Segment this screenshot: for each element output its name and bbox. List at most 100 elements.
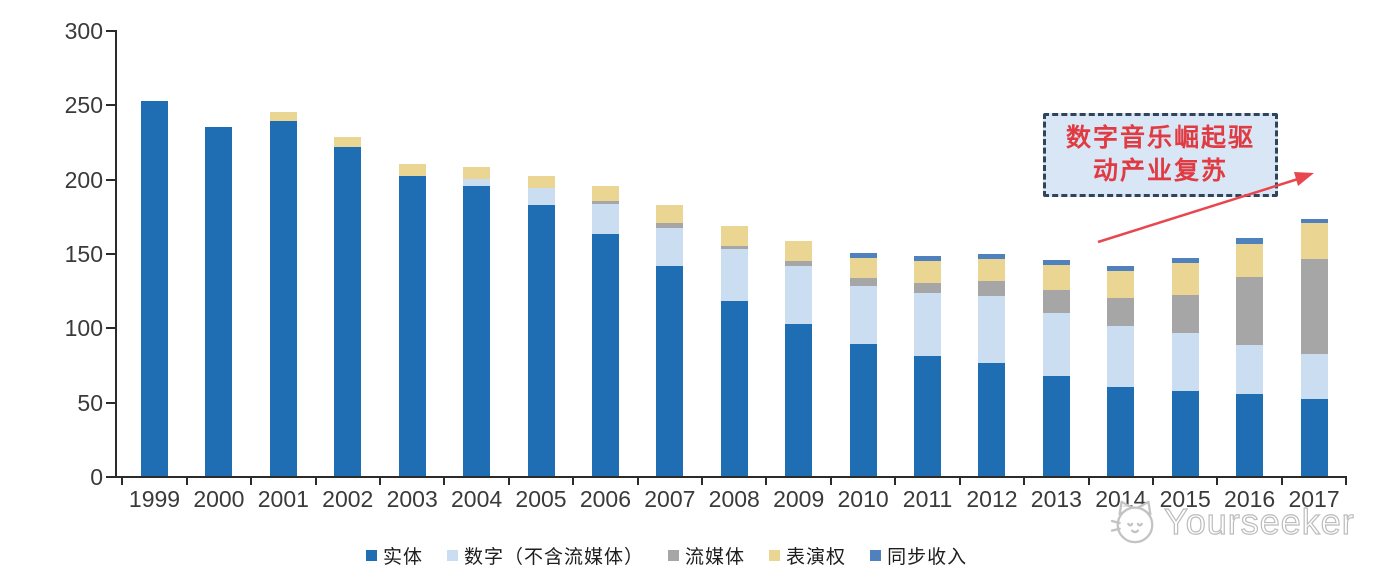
bar-segment-2006 xyxy=(591,186,619,202)
bar-segment-2010 xyxy=(849,285,877,344)
legend-item: 数字（不含流媒体） xyxy=(447,542,644,569)
y-axis-tick xyxy=(106,178,115,181)
legend-label: 表演权 xyxy=(786,547,847,568)
y-axis-tick xyxy=(106,401,115,404)
y-axis-tick-label: 50 xyxy=(77,389,103,416)
bar-segment-2001 xyxy=(269,120,297,476)
bar-group-2008 xyxy=(720,226,748,476)
x-axis-tick xyxy=(572,478,575,485)
bar-group-2014 xyxy=(1107,266,1135,476)
bar-segment-2014 xyxy=(1107,266,1135,271)
x-axis-tick xyxy=(185,478,188,485)
x-axis-label: 2011 xyxy=(902,486,953,512)
bar-segment-2006 xyxy=(591,201,619,205)
bar-group-2003 xyxy=(398,163,426,476)
legend-swatch-icon xyxy=(447,550,459,561)
x-axis-label: 2013 xyxy=(1030,486,1082,512)
legend-label: 流媒体 xyxy=(685,547,746,568)
bar-segment-2005 xyxy=(527,205,555,476)
y-axis-line xyxy=(115,30,117,478)
bar-group-2005 xyxy=(527,175,555,476)
bar-segment-2011 xyxy=(914,256,942,261)
bar-segment-2004 xyxy=(463,186,491,476)
x-axis-tick xyxy=(1087,478,1090,485)
y-axis-tick-label: 200 xyxy=(64,166,103,193)
x-axis-tick xyxy=(1280,478,1283,485)
annotation-callout-box: 数字音乐崛起驱 动产业复苏 xyxy=(1043,113,1278,197)
bar-segment-2010 xyxy=(849,343,877,476)
bar-segment-2008 xyxy=(720,300,748,476)
y-axis-tick-label: 250 xyxy=(64,92,103,119)
y-axis-tick xyxy=(106,29,115,32)
legend-swatch-icon xyxy=(870,550,882,561)
bar-segment-2013 xyxy=(1042,290,1070,313)
bar-segment-2011 xyxy=(914,260,942,283)
y-axis-tick-label: 150 xyxy=(64,240,103,267)
bar-group-2009 xyxy=(785,241,813,476)
x-axis-label: 2004 xyxy=(451,486,503,512)
bar-segment-2013 xyxy=(1042,312,1070,377)
watermark-text: Yourseeker xyxy=(1163,500,1355,542)
x-axis-label: 2001 xyxy=(257,486,309,512)
x-axis-tick xyxy=(1345,478,1348,485)
bar-group-2015 xyxy=(1171,257,1199,476)
bar-segment-2017 xyxy=(1300,398,1328,476)
y-axis-tick xyxy=(106,104,115,107)
x-axis-line xyxy=(115,476,1347,478)
bar-segment-2004 xyxy=(463,166,491,179)
y-axis-tick xyxy=(106,252,115,255)
bar-group-2012 xyxy=(978,254,1006,476)
bar-segment-2005 xyxy=(527,175,555,188)
bar-segment-2007 xyxy=(656,205,684,224)
bar-group-2017 xyxy=(1300,218,1328,476)
bar-segment-2017 xyxy=(1300,218,1328,224)
bar-segment-2014 xyxy=(1107,297,1135,326)
x-axis-label: 2016 xyxy=(1224,486,1276,512)
annotation-text-line1: 数字音乐崛起驱 xyxy=(1065,124,1255,152)
legend-item: 实体 xyxy=(366,542,423,569)
x-axis-label: 1999 xyxy=(128,486,181,512)
y-axis-tick-label: 0 xyxy=(90,464,103,490)
bar-segment-2010 xyxy=(849,253,877,258)
legend-swatch-icon xyxy=(769,550,781,561)
x-axis-tick xyxy=(701,478,704,485)
bar-segment-2007 xyxy=(656,223,684,228)
bar-segment-2005 xyxy=(527,187,555,206)
x-axis-tick xyxy=(1023,478,1026,485)
bar-group-2000 xyxy=(205,126,233,476)
bar-group-2016 xyxy=(1236,238,1264,476)
bar-segment-2014 xyxy=(1107,325,1135,387)
legend-label: 实体 xyxy=(383,547,424,568)
legend-swatch-icon xyxy=(366,550,377,561)
bar-segment-2007 xyxy=(656,266,684,476)
bar-group-2006 xyxy=(591,186,619,476)
bar-segment-2015 xyxy=(1171,294,1199,334)
bar-segment-2010 xyxy=(849,257,877,279)
y-axis-tick xyxy=(106,327,115,330)
legend-swatch-icon xyxy=(668,550,680,561)
bar-group-2007 xyxy=(656,205,684,476)
y-axis-tick-label: 100 xyxy=(64,315,103,342)
bar-segment-2008 xyxy=(720,226,748,246)
x-axis-label: 2015 xyxy=(1159,486,1211,512)
x-axis-tick xyxy=(314,478,317,485)
x-axis-tick xyxy=(250,478,253,485)
bar-segment-2001 xyxy=(269,111,297,121)
bar-segment-2015 xyxy=(1171,391,1199,476)
bar-segment-2011 xyxy=(914,293,942,356)
bar-segment-2006 xyxy=(591,204,619,234)
legend: 实体 数字（不含流媒体） 流媒体 表演权 同步收入 xyxy=(366,542,967,569)
x-axis-tick xyxy=(121,478,124,485)
x-axis-tick xyxy=(636,478,639,485)
bar-segment-2017 xyxy=(1300,259,1328,355)
bar-segment-2003 xyxy=(398,175,426,476)
x-axis-tick xyxy=(894,478,897,485)
x-axis-label: 2008 xyxy=(708,486,760,512)
bar-group-2001 xyxy=(269,111,297,476)
bar-segment-2009 xyxy=(785,266,813,325)
bar-segment-2014 xyxy=(1107,386,1135,476)
x-axis-label: 2003 xyxy=(386,486,438,512)
bar-segment-2012 xyxy=(978,254,1006,259)
x-axis-label: 2006 xyxy=(579,486,632,512)
